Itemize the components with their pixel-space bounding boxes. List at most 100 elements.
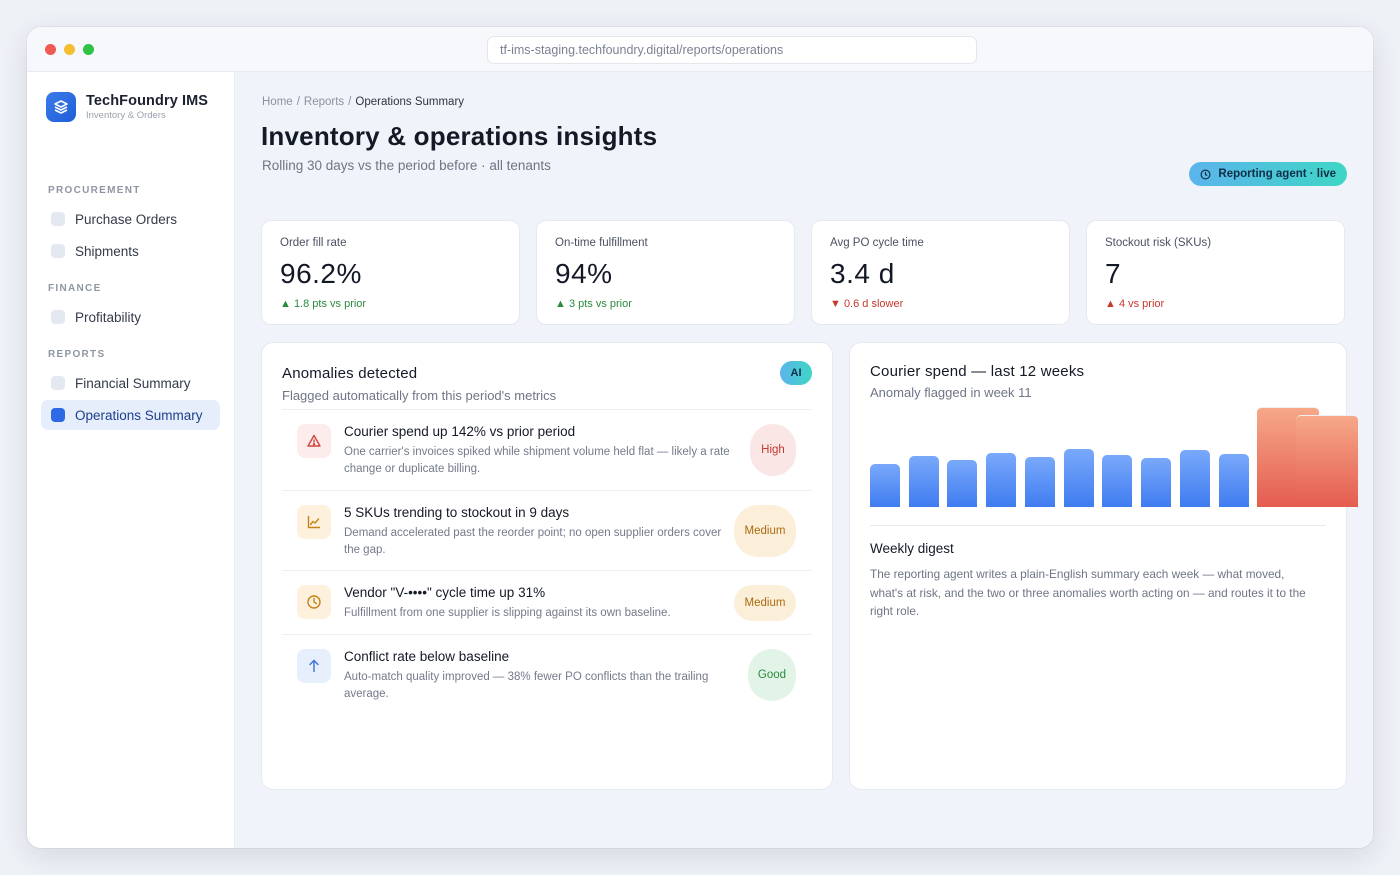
anomaly-item-courier-spend[interactable]: Courier spend up 142% vs prior period On… [282, 409, 812, 490]
chart-bar-week-1 [870, 464, 900, 507]
chart-bar-week-5 [1024, 457, 1055, 507]
profitability-icon [51, 310, 65, 324]
kpi-delta: ▲ 1.8 pts vs prior [280, 298, 367, 310]
courier-subtitle: Anomaly flagged in week 11 [870, 385, 1032, 400]
kpi-delta: ▲ 4 vs prior [1105, 298, 1165, 310]
chart-bar-week-12 [1296, 415, 1358, 507]
operations-summary-icon [51, 408, 65, 422]
sidebar-item-purchase-orders[interactable]: Purchase Orders [41, 204, 220, 234]
purchase-orders-icon [51, 212, 65, 226]
sidebar-item-label: Operations Summary [75, 407, 203, 423]
severity-badge: Good [748, 649, 796, 701]
chart-bar-week-7 [1102, 454, 1133, 507]
sidebar-item-financial-summary[interactable]: Financial Summary [41, 368, 220, 398]
anomalies-card: Anomalies detected Flagged automatically… [261, 342, 833, 790]
breadcrumb-separator: / [296, 96, 300, 108]
chart-bar-week-10 [1218, 453, 1249, 507]
sidebar-item-shipments[interactable]: Shipments [41, 236, 220, 266]
ai-badge: AI [780, 361, 812, 385]
anomaly-description: Fulfillment from one supplier is slippin… [344, 607, 671, 619]
anomaly-title: Conflict rate below baseline [344, 649, 510, 664]
maximize-window-button[interactable] [83, 44, 94, 55]
close-window-button[interactable] [45, 44, 56, 55]
sidebar-item-label: Profitability [75, 309, 142, 325]
reporting-agent-label: Reporting agent · live [1218, 168, 1336, 180]
breadcrumb-current: Operations Summary [355, 96, 465, 108]
severity-badge: High [750, 424, 796, 476]
anomaly-title: 5 SKUs trending to stockout in 9 days [344, 505, 570, 520]
kpi-card-stockout-risk: Stockout risk (SKUs) 7 ▲ 4 vs prior [1086, 220, 1345, 325]
anomaly-description: Demand accelerated past the reorder poin… [344, 527, 722, 556]
anomalies-subtitle: Flagged automatically from this period's… [282, 388, 557, 403]
severity-badge: Medium [734, 505, 796, 557]
kpi-card-on-time-fulfillment: On-time fulfillment 94% ▲ 3 pts vs prior [536, 220, 795, 325]
kpi-delta: ▲ 3 pts vs prior [555, 298, 632, 310]
brand-subtitle: Inventory & Orders [86, 110, 166, 121]
sidebar-item-operations-summary[interactable]: Operations Summary [41, 400, 220, 430]
anomaly-list: Courier spend up 142% vs prior period On… [282, 409, 812, 714]
severity-badge: Medium [734, 585, 796, 621]
sidebar-item-label: Shipments [75, 243, 139, 259]
browser-titlebar: tf-ims-staging.techfoundry.digital/repor… [27, 27, 1373, 72]
anomaly-item-vendor-cycle-time[interactable]: Vendor "V-••••" cycle time up 31% Fulfil… [282, 570, 812, 634]
chart-bar-week-6 [1063, 448, 1094, 507]
browser-window: tf-ims-staging.techfoundry.digital/repor… [27, 27, 1373, 848]
nav-section-finance: FINANCE [48, 283, 102, 294]
card-divider [870, 525, 1326, 526]
kpi-value: 94% [555, 258, 613, 289]
breadcrumb-home[interactable]: Home [262, 96, 293, 108]
kpi-card-order-fill-rate: Order fill rate 96.2% ▲ 1.8 pts vs prior [261, 220, 520, 325]
anomalies-title: Anomalies detected [282, 365, 418, 382]
chart-bar-week-9 [1179, 449, 1210, 507]
breadcrumb: Home / Reports / Operations Summary [262, 96, 464, 108]
chart-bar-week-2 [908, 456, 939, 507]
sidebar-item-label: Purchase Orders [75, 211, 178, 227]
warning-icon [297, 424, 331, 458]
kpi-value: 7 [1105, 258, 1122, 289]
weekly-digest-title: Weekly digest [870, 541, 954, 556]
nav-section-procurement: PROCUREMENT [48, 185, 141, 196]
anomaly-item-conflict-rate[interactable]: Conflict rate below baseline Auto-match … [282, 634, 812, 714]
brand[interactable]: TechFoundry IMS Inventory & Orders [46, 92, 208, 122]
trend-chart-icon [297, 505, 331, 539]
sidebar-item-label: Financial Summary [75, 375, 191, 391]
kpi-label: Order fill rate [280, 237, 347, 249]
anomaly-description: Auto-match quality improved — 38% fewer … [344, 671, 709, 700]
financial-summary-icon [51, 376, 65, 390]
chart-bar-week-4 [986, 452, 1017, 507]
kpi-delta: ▼ 0.6 d slower [830, 298, 904, 310]
reporting-agent-status[interactable]: Reporting agent · live [1189, 162, 1347, 186]
minimize-window-button[interactable] [64, 44, 75, 55]
courier-spend-card: Courier spend — last 12 weeks Anomaly fl… [849, 342, 1358, 790]
layers-logo-icon [46, 92, 76, 122]
kpi-value: 96.2% [280, 258, 362, 289]
kpi-label: On-time fulfillment [555, 237, 648, 249]
shipments-icon [51, 244, 65, 258]
kpi-label: Stockout risk (SKUs) [1105, 237, 1212, 249]
breadcrumb-reports[interactable]: Reports [303, 96, 345, 108]
page-title: Inventory & operations insights [261, 121, 658, 151]
brand-name: TechFoundry IMS [86, 93, 209, 109]
anomaly-title: Vendor "V-••••" cycle time up 31% [344, 585, 546, 600]
kpi-label: Avg PO cycle time [830, 237, 924, 249]
arrow-up-icon [297, 649, 331, 683]
courier-title: Courier spend — last 12 weeks [870, 363, 1085, 380]
chart-bar-week-3 [947, 460, 978, 507]
chart-bar-week-8 [1141, 458, 1172, 507]
page-subtitle: Rolling 30 days vs the period before · a… [262, 158, 551, 173]
sidebar: TechFoundry IMS Inventory & Orders PROCU… [27, 72, 235, 848]
courier-spend-chart [870, 405, 1358, 507]
weekly-digest-body: The reporting agent writes a plain-Engli… [870, 567, 1306, 618]
kpi-value: 3.4 d [830, 258, 895, 289]
breadcrumb-separator: / [348, 96, 352, 108]
sidebar-item-profitability[interactable]: Profitability [41, 302, 220, 332]
anomaly-description: One carrier's invoices spiked while ship… [344, 446, 730, 475]
clock-icon [1200, 169, 1211, 180]
anomaly-title: Courier spend up 142% vs prior period [344, 424, 576, 439]
kpi-card-avg-po-cycle-time: Avg PO cycle time 3.4 d ▼ 0.6 d slower [811, 220, 1070, 325]
main-content: Home / Reports / Operations Summary Inventor… [235, 72, 1373, 848]
address-bar[interactable]: tf-ims-staging.techfoundry.digital/repor… [487, 36, 977, 64]
clock-icon [297, 585, 331, 619]
nav-section-reports: REPORTS [48, 349, 106, 360]
anomaly-item-skus-stockout[interactable]: 5 SKUs trending to stockout in 9 days De… [282, 490, 812, 570]
